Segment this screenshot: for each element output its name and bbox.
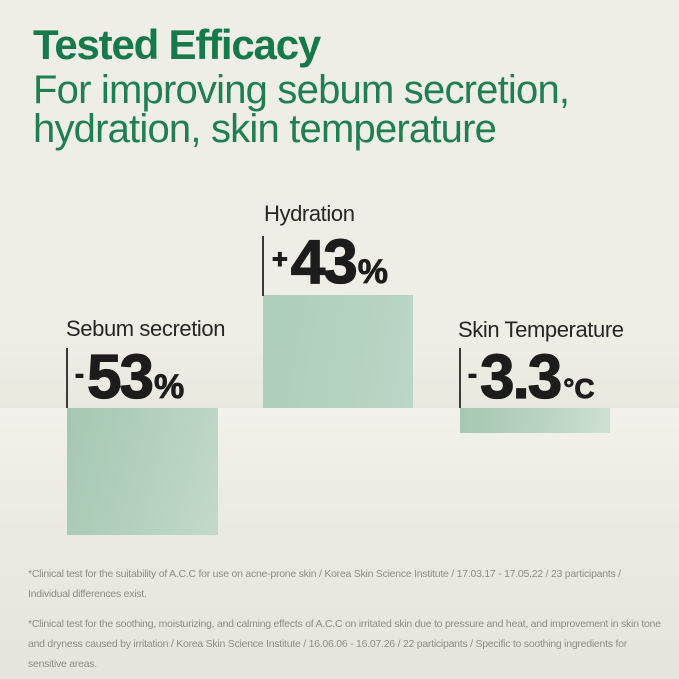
- skin-temperature-unit: °C: [563, 373, 595, 404]
- skin-temperature-label: Skin Temperature: [458, 317, 624, 342]
- hydration-unit: %: [357, 253, 388, 291]
- sebum-secretion-label: Sebum secretion: [66, 316, 226, 341]
- sebum-secretion-number: 53: [86, 343, 154, 412]
- page-subtitle: For improving sebum secretion, hydration…: [33, 68, 570, 151]
- footnotes: *Clinical test for the suitability of A.…: [28, 564, 662, 674]
- clinical-footnote-2: *Clinical test for the soothing, moistur…: [28, 618, 661, 670]
- sebum-secretion-value: - 53 %: [75, 343, 185, 412]
- sebum-secretion-axis-tick: [66, 348, 68, 408]
- hydration-bar: [263, 295, 413, 408]
- hydration-axis-tick: [262, 236, 264, 296]
- hydration-label: Hydration: [264, 201, 355, 226]
- page-subtitle-line1: For improving sebum secretion,: [33, 68, 570, 112]
- sebum-secretion-unit: %: [153, 368, 185, 406]
- page-subtitle-line2: hydration, skin temperature: [33, 106, 497, 151]
- sebum-secretion-bar: [67, 408, 218, 535]
- skin-temperature-value: - 3.3 °C: [468, 343, 596, 412]
- skin-temperature-axis-tick: [459, 348, 461, 408]
- hydration-value: + 43 %: [272, 228, 389, 297]
- sebum-secretion-sign: -: [75, 359, 85, 389]
- hydration-number: 43: [290, 228, 358, 297]
- skin-temperature-sign: -: [468, 359, 478, 389]
- skin-temperature-bar: [460, 408, 610, 433]
- clinical-footnote-1: *Clinical test for the suitability of A.…: [28, 568, 621, 600]
- skin-temperature-number: 3.3: [479, 343, 563, 412]
- hydration-sign: +: [272, 244, 289, 274]
- page-title: Tested Efficacy: [33, 21, 321, 68]
